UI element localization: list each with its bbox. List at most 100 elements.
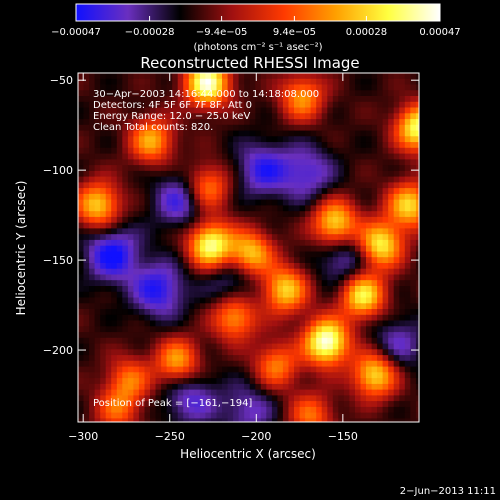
heatmap-cell <box>299 412 306 419</box>
heatmap-cell <box>266 96 273 103</box>
heatmap-cell <box>111 165 118 172</box>
heatmap-cell <box>216 343 223 350</box>
heatmap-cell <box>216 113 223 120</box>
heatmap-cell <box>399 222 406 230</box>
heatmap-cell <box>299 90 306 97</box>
heatmap-cell <box>277 355 284 362</box>
heatmap-cell <box>105 245 112 253</box>
heatmap-cell <box>355 142 362 149</box>
colorbar: −0.00047 −0.00028 −9.4e−05 9.4e−05 0.00028 0.… <box>51 3 461 53</box>
heatmap-cell <box>415 176 419 183</box>
heatmap-cell <box>183 211 190 218</box>
heatmap-cell <box>388 383 395 391</box>
heatmap-cell <box>249 222 256 230</box>
heatmap-cell <box>138 268 145 276</box>
heatmap-cell <box>305 337 312 345</box>
heatmap-cell <box>144 90 151 97</box>
heatmap-cell <box>194 130 201 137</box>
heatmap-cell <box>404 124 411 132</box>
heatmap-cell <box>227 401 234 408</box>
heatmap-cell <box>321 153 328 160</box>
heatmap-cell <box>399 73 406 80</box>
heatmap-cell <box>133 406 140 414</box>
heatmap-cell <box>183 389 190 396</box>
heatmap-cell <box>78 199 85 206</box>
heatmap-cell <box>366 378 373 385</box>
heatmap-cell <box>172 130 179 137</box>
heatmap-cell <box>177 147 184 155</box>
heatmap-cell <box>277 222 284 230</box>
heatmap-cell <box>194 360 201 368</box>
heatmap-cell <box>288 378 295 385</box>
heatmap-cell <box>360 176 367 183</box>
heatmap-cell <box>94 349 101 356</box>
heatmap-cell <box>421 154 427 160</box>
heatmap-cell <box>399 309 406 316</box>
heatmap-cell <box>177 228 184 235</box>
heatmap-cell <box>277 205 284 212</box>
heatmap-cell <box>216 326 223 333</box>
heatmap-cell <box>222 372 229 379</box>
heatmap-cell <box>366 170 373 178</box>
heatmap-cell <box>111 96 118 103</box>
heatmap-cell <box>338 142 345 149</box>
heatmap-cell <box>327 251 334 258</box>
heatmap-cell <box>161 96 168 103</box>
heatmap-cell <box>255 268 262 276</box>
heatmap-cell <box>233 291 240 299</box>
heatmap-cell <box>255 159 262 166</box>
heatmap-cell <box>321 326 328 333</box>
heatmap-cell <box>188 412 195 419</box>
heatmap-cell <box>161 239 168 247</box>
heatmap-cell <box>299 389 306 396</box>
heatmap-cell <box>139 424 145 430</box>
heatmap-cell <box>205 332 212 339</box>
heatmap-cell <box>321 119 328 126</box>
heatmap-cell <box>177 366 184 373</box>
heatmap-cell <box>294 216 301 224</box>
heatmap-cell <box>144 193 151 201</box>
heatmap-cell <box>116 326 123 333</box>
heatmap-cell <box>388 406 395 414</box>
heatmap-cell <box>388 332 395 339</box>
heatmap-cell <box>388 113 395 120</box>
heatmap-cell <box>249 234 256 241</box>
heatmap-cell <box>360 401 367 408</box>
heatmap-cell <box>199 216 206 224</box>
heatmap-cell <box>205 239 212 247</box>
heatmap-cell <box>138 349 145 356</box>
heatmap-cell <box>199 176 206 183</box>
heatmap-cell <box>105 286 112 293</box>
heatmap-cell <box>100 199 107 206</box>
heatmap-cell <box>382 234 389 241</box>
heatmap-cell <box>277 153 284 160</box>
heatmap-cell <box>249 366 256 373</box>
heatmap-cell <box>238 366 245 373</box>
heatmap-cell <box>349 383 356 391</box>
heatmap-cell <box>343 170 350 178</box>
heatmap-cell <box>271 222 278 230</box>
heatmap-cell <box>399 401 406 408</box>
heatmap-cell <box>194 268 201 276</box>
heatmap-cell <box>332 389 339 396</box>
heatmap-cell <box>166 147 173 155</box>
heatmap-cell <box>105 320 112 327</box>
heatmap-cell <box>366 113 373 120</box>
heatmap-cell <box>421 309 427 315</box>
heatmap-cell <box>233 119 240 126</box>
heatmap-cell <box>294 119 301 126</box>
heatmap-cell <box>216 193 223 201</box>
heatmap-cell <box>355 263 362 270</box>
heatmap-cell <box>199 263 206 270</box>
heatmap-cell <box>327 291 334 299</box>
heatmap-cell <box>399 257 406 264</box>
heatmap-cell <box>393 395 400 402</box>
heatmap-cell <box>294 263 301 270</box>
heatmap-cell <box>122 320 129 327</box>
heatmap-cell <box>205 182 212 189</box>
heatmap-cell <box>294 343 301 350</box>
heatmap-cell <box>105 107 112 114</box>
heatmap-cell <box>332 211 339 218</box>
heatmap-cell <box>177 165 184 172</box>
heatmap-cell <box>316 355 323 362</box>
